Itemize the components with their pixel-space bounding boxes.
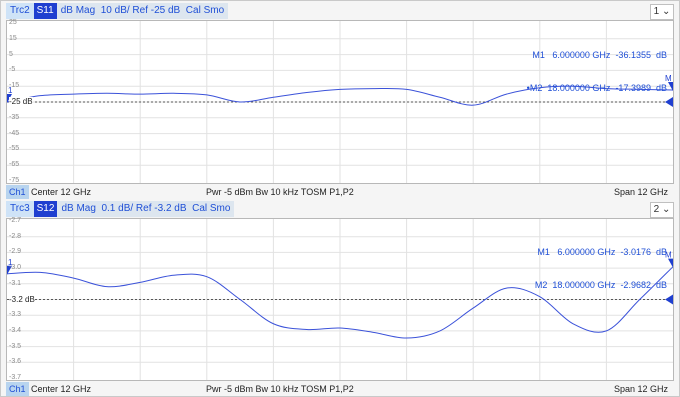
trace2-marker-m2 xyxy=(668,258,673,268)
trace1-scale: 10 dB/ Ref -25 dB xyxy=(100,5,181,16)
trace1-trace-line xyxy=(7,85,673,106)
trace2-format: dB Mag xyxy=(61,203,96,214)
trace2-marker-m1 xyxy=(7,265,12,275)
trace1-marker-info: M1 6.000000 GHz -36.1355 dB •M2 18.00000… xyxy=(527,28,667,116)
trace2-marker-m1-label: 1 xyxy=(8,258,13,267)
trace1-ytick-label: -15 xyxy=(9,82,20,90)
trace2-marker-row: M1 6.000000 GHz -3.0176 dB xyxy=(537,247,667,257)
trace1-ytick-label: 25 xyxy=(9,19,17,26)
trace2-ytick-label: -3.3 xyxy=(9,311,22,319)
trace2-format-block[interactable]: dB Mag 0.1 dB/ Ref -3.2 dB Cal Smo xyxy=(57,201,235,217)
trace2-selector[interactable]: 2 ⌄ xyxy=(650,202,674,218)
trace1-ytick-label: -5 xyxy=(9,66,16,74)
trace1-ytick-label: -45 xyxy=(9,129,20,137)
trace1-marker-row: M1 6.000000 GHz -36.1355 dB xyxy=(532,50,667,60)
trace2-ytick-label: -3.6 xyxy=(9,358,22,366)
trace1-ytick-label: -65 xyxy=(9,161,20,169)
trace2-cal: Cal Smo xyxy=(192,203,231,214)
trace1-cal: Cal Smo xyxy=(185,5,225,16)
trace2-ytick-label: -3.1 xyxy=(9,279,22,287)
trace2-footer: Ch1 Center 12 GHz Pwr -5 dBm Bw 10 kHz T… xyxy=(6,382,674,396)
trace1-ytick-label: -75 xyxy=(9,177,20,184)
trace1-format: dB Mag xyxy=(60,5,96,16)
trace1-ytick-label: 15 xyxy=(9,34,17,42)
trace1-span[interactable]: Span 12 GHz xyxy=(613,187,668,197)
trace1-chart: 1M xyxy=(7,21,673,183)
trace2-trc-label[interactable]: Trc3 xyxy=(6,201,34,217)
trace1-center[interactable]: Center 12 GHz xyxy=(31,187,92,197)
trace2-ytick-label: -3.4 xyxy=(9,326,22,334)
trace1-channel[interactable]: Ch1 xyxy=(6,185,29,199)
trace2-ref-label: -3.2 dB xyxy=(9,294,35,304)
trace2-channel[interactable]: Ch1 xyxy=(6,382,29,396)
trace1-marker-m1-label: 1 xyxy=(8,86,13,95)
trace2-span[interactable]: Span 12 GHz xyxy=(613,384,668,394)
trace1-ytick-label: 5 xyxy=(9,50,13,58)
trace2-marker-info: M1 6.000000 GHz -3.0176 dB M2 18.000000 … xyxy=(535,225,667,313)
trace2-selector-value: 2 xyxy=(653,204,660,215)
trace2-marker-m2-label: M xyxy=(665,251,672,260)
trace2-marker-row: M2 18.000000 GHz -2.9682 dB xyxy=(534,280,667,290)
trace1-selector[interactable]: 1 ⌄ xyxy=(650,4,674,20)
trace2-trace-line xyxy=(7,266,673,339)
trace2-ytick-label: -2.8 xyxy=(9,232,22,240)
chevron-down-icon: ⌄ xyxy=(661,204,671,215)
trace1-header[interactable]: Trc2 S11 dB Mag 10 dB/ Ref -25 dB Cal Smo … xyxy=(6,3,674,20)
trace1-param[interactable]: S11 xyxy=(33,3,57,19)
trace2-ytick-label: -2.9 xyxy=(9,248,22,256)
trace1-format-block[interactable]: dB Mag 10 dB/ Ref -25 dB Cal Smo xyxy=(56,3,229,19)
trace1-settings[interactable]: Pwr -5 dBm Bw 10 kHz TOSM P1,P2 xyxy=(206,187,354,197)
trace1-selector-value: 1 xyxy=(653,6,660,17)
trace2-ytick-label: -2.7 xyxy=(9,217,22,224)
trace1-marker-m2 xyxy=(668,81,673,91)
trace2-ytick-label: -3.0 xyxy=(9,264,22,272)
trace2-ref-triangle xyxy=(665,294,673,305)
trace2-chart: 1M xyxy=(7,219,673,380)
trace2-ytick-label: -3.7 xyxy=(9,374,22,381)
trace2-ytick-label: -3.5 xyxy=(9,342,22,350)
trace1-marker-m2-label: M xyxy=(665,74,672,83)
trace1-marker-row: •M2 18.000000 GHz -17.3989 dB xyxy=(526,83,667,93)
trace1-ytick-label: -55 xyxy=(9,145,20,153)
trace2-param[interactable]: S12 xyxy=(33,201,58,217)
trace1-ref-label: -25 dB xyxy=(9,97,33,106)
trace2-settings[interactable]: Pwr -5 dBm Bw 10 kHz TOSM P1,P2 xyxy=(206,384,354,394)
trace1-ytick-label: -35 xyxy=(9,113,20,121)
chevron-down-icon: ⌄ xyxy=(661,6,671,17)
trace2-center[interactable]: Center 12 GHz xyxy=(31,384,92,394)
trace1-footer: Ch1 Center 12 GHz Pwr -5 dBm Bw 10 kHz T… xyxy=(6,185,674,199)
trace1-ref-triangle xyxy=(665,97,673,107)
trace2-plot[interactable]: 1M -2.7-2.8-2.9-3.0-3.1-3.2-3.3-3.4-3.5-… xyxy=(6,217,674,381)
trace2-scale: 0.1 dB/ Ref -3.2 dB xyxy=(101,203,187,214)
trace2-header[interactable]: Trc3 S12 dB Mag 0.1 dB/ Ref -3.2 dB Cal Sm… xyxy=(6,201,674,218)
trace1-trc-label[interactable]: Trc2 xyxy=(6,3,34,19)
